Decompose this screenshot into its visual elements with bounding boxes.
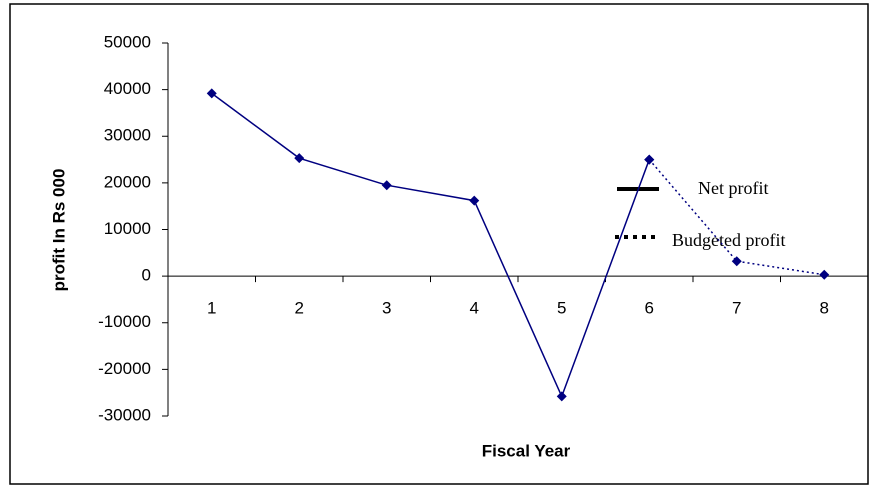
data-point <box>469 195 480 206</box>
x-tick-label: 4 <box>470 299 479 318</box>
legend-label: Budgeted profit <box>672 230 785 250</box>
x-tick-label: 6 <box>645 299 654 318</box>
y-tick-label: 30000 <box>104 126 151 145</box>
y-tick-label: -10000 <box>98 312 151 331</box>
x-tick-label: 1 <box>207 299 216 318</box>
data-point <box>381 180 392 191</box>
x-axis-title: Fiscal Year <box>482 441 571 460</box>
x-tick-label: 3 <box>382 299 391 318</box>
y-tick-label: 20000 <box>104 172 151 191</box>
x-tick-label: 7 <box>732 299 741 318</box>
x-tick-label: 8 <box>820 299 829 318</box>
x-tick-label: 2 <box>295 299 304 318</box>
y-tick-label: 50000 <box>104 32 151 51</box>
legend-label: Net profit <box>698 178 768 198</box>
y-tick-label: 0 <box>142 266 151 285</box>
data-point <box>819 269 830 280</box>
data-point <box>556 391 567 402</box>
data-point <box>294 153 305 164</box>
series-line <box>211 92 650 399</box>
y-axis-title: profit In Rs 000 <box>49 169 68 292</box>
y-tick-label: 10000 <box>104 219 151 238</box>
data-point <box>731 256 742 267</box>
chart-frame <box>9 3 869 485</box>
y-tick-label: -30000 <box>98 405 151 424</box>
x-tick-label: 5 <box>557 299 566 318</box>
data-point <box>644 154 655 165</box>
y-tick-label: 40000 <box>104 79 151 98</box>
y-tick-label: -20000 <box>98 359 151 378</box>
data-point <box>206 88 217 99</box>
